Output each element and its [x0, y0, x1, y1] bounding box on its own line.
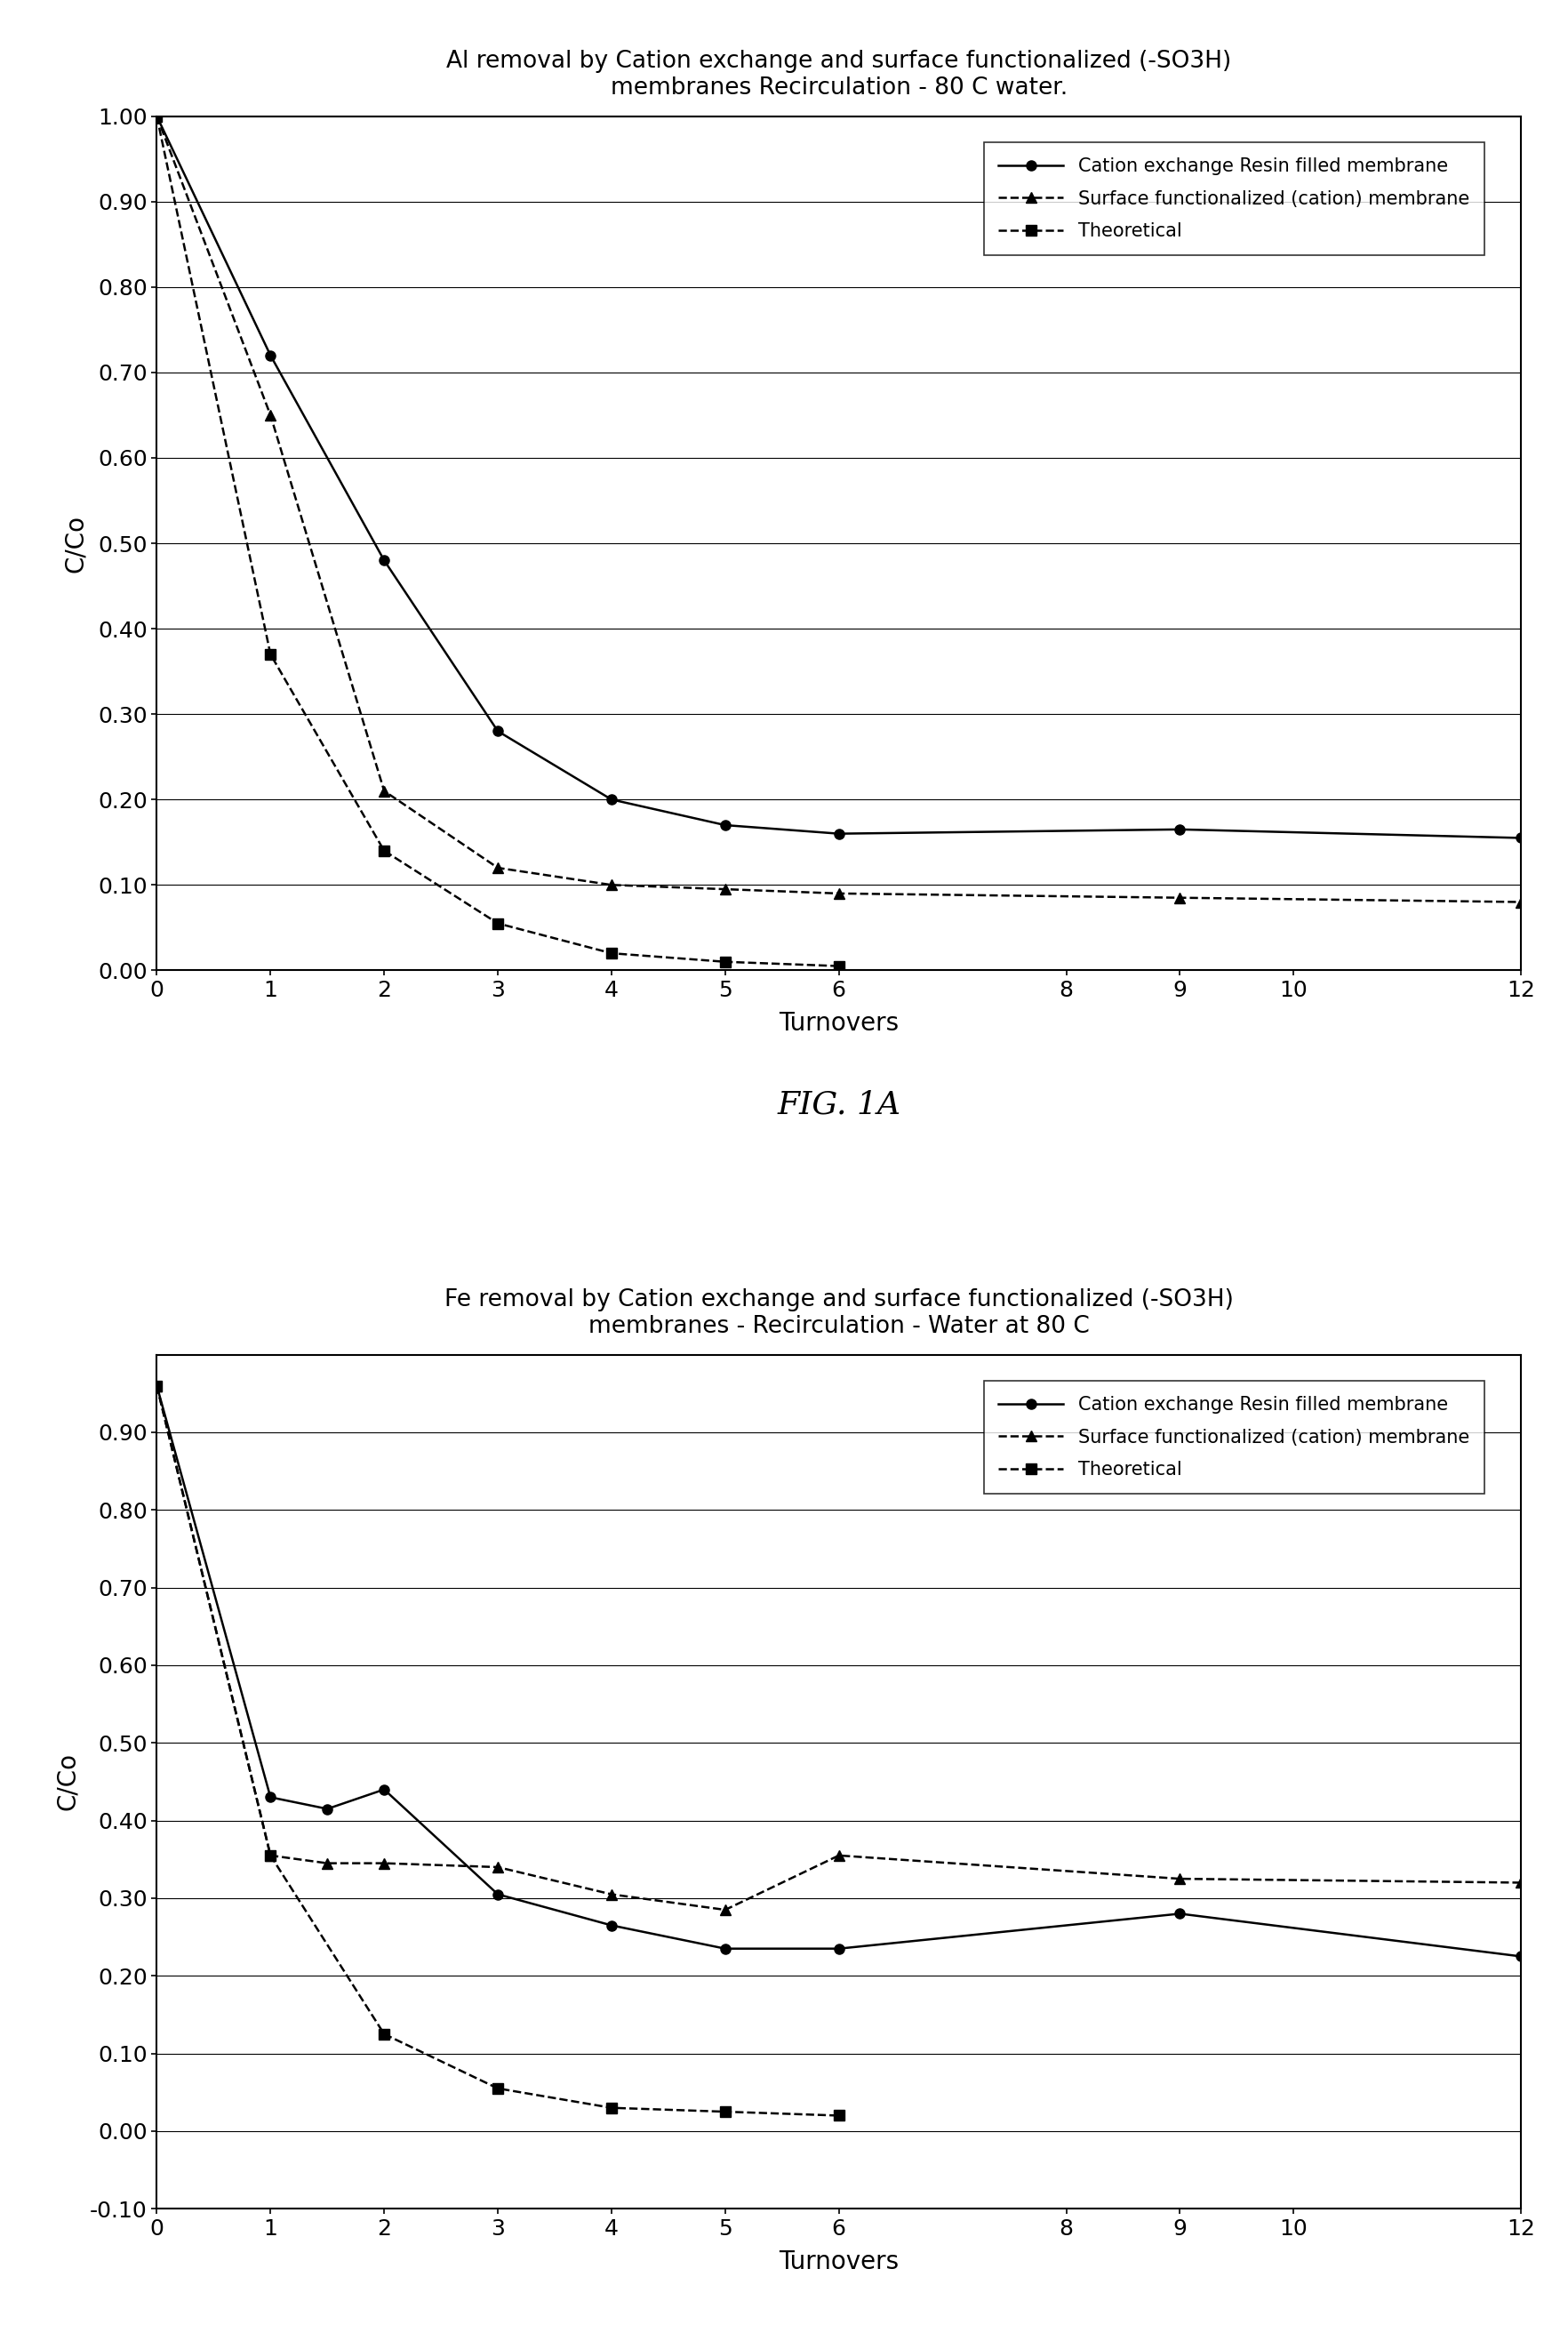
Surface functionalized (cation) membrane [715, 874, 734, 902]
Line: Theoretical: Theoretical [152, 112, 844, 972]
Cation exchange Resin filled membrane [1170, 816, 1189, 844]
Cation exchange Resin filled membrane [147, 102, 166, 130]
Surface functionalized (cation) membrane [715, 1895, 734, 1923]
Theoretical [488, 909, 506, 937]
Theoretical [715, 2097, 734, 2125]
Line: Surface functionalized (cation) membrane: Surface functionalized (cation) membrane [152, 112, 1526, 907]
Theoretical [715, 949, 734, 976]
Surface functionalized (cation) membrane [829, 1841, 848, 1869]
Cation exchange Resin filled membrane [602, 786, 621, 814]
Surface functionalized (cation) membrane [1512, 1869, 1530, 1897]
Cation exchange Resin filled membrane [147, 1372, 166, 1400]
Theoretical [375, 837, 394, 865]
Surface functionalized (cation) membrane [375, 1848, 394, 1876]
Legend: Cation exchange Resin filled membrane, Surface functionalized (cation) membrane,: Cation exchange Resin filled membrane, S… [983, 1381, 1485, 1493]
Cation exchange Resin filled membrane [1512, 1941, 1530, 1969]
Cation exchange Resin filled membrane [375, 1776, 394, 1804]
Title: Al removal by Cation exchange and surface functionalized (-SO3H)
membranes Recir: Al removal by Cation exchange and surfac… [447, 49, 1231, 100]
Surface functionalized (cation) membrane [1170, 1865, 1189, 1893]
Line: Theoretical: Theoretical [152, 1381, 844, 2120]
Theoretical [260, 1841, 279, 1869]
Surface functionalized (cation) membrane [488, 1853, 506, 1881]
Theoretical [488, 2074, 506, 2102]
Surface functionalized (cation) membrane [260, 1841, 279, 1869]
Cation exchange Resin filled membrane [829, 1934, 848, 1962]
Cation exchange Resin filled membrane [260, 342, 279, 370]
Theoretical [602, 939, 621, 967]
Cation exchange Resin filled membrane [715, 811, 734, 839]
Cation exchange Resin filled membrane [318, 1795, 337, 1823]
Cation exchange Resin filled membrane [488, 1881, 506, 1909]
Theoretical [260, 639, 279, 667]
Surface functionalized (cation) membrane [602, 1881, 621, 1909]
Cation exchange Resin filled membrane [602, 1911, 621, 1939]
Line: Cation exchange Resin filled membrane: Cation exchange Resin filled membrane [152, 1381, 1526, 1962]
Surface functionalized (cation) membrane [602, 872, 621, 900]
Y-axis label: C/Co: C/Co [55, 1753, 80, 1811]
Theoretical [602, 2095, 621, 2123]
Surface functionalized (cation) membrane [147, 1372, 166, 1400]
Line: Surface functionalized (cation) membrane: Surface functionalized (cation) membrane [152, 1381, 1526, 1916]
X-axis label: Turnovers: Turnovers [779, 1011, 898, 1035]
Theoretical [147, 1372, 166, 1400]
Cation exchange Resin filled membrane [1512, 823, 1530, 851]
Cation exchange Resin filled membrane [829, 821, 848, 849]
Line: Cation exchange Resin filled membrane: Cation exchange Resin filled membrane [152, 112, 1526, 844]
Y-axis label: C/Co: C/Co [63, 514, 88, 572]
Title: Fe removal by Cation exchange and surface functionalized (-SO3H)
membranes - Rec: Fe removal by Cation exchange and surfac… [444, 1288, 1234, 1337]
Theoretical [829, 2102, 848, 2130]
Surface functionalized (cation) membrane [260, 402, 279, 430]
Cation exchange Resin filled membrane [375, 546, 394, 574]
Surface functionalized (cation) membrane [1170, 884, 1189, 911]
Theoretical [375, 2020, 394, 2048]
Cation exchange Resin filled membrane [1170, 1900, 1189, 1927]
Surface functionalized (cation) membrane [147, 102, 166, 130]
Legend: Cation exchange Resin filled membrane, Surface functionalized (cation) membrane,: Cation exchange Resin filled membrane, S… [983, 142, 1485, 256]
Surface functionalized (cation) membrane [375, 777, 394, 804]
Theoretical [829, 953, 848, 981]
Surface functionalized (cation) membrane [488, 853, 506, 881]
Surface functionalized (cation) membrane [1512, 888, 1530, 916]
Surface functionalized (cation) membrane [318, 1848, 337, 1876]
Theoretical [147, 102, 166, 130]
Cation exchange Resin filled membrane [260, 1783, 279, 1811]
X-axis label: Turnovers: Turnovers [779, 2248, 898, 2274]
Text: FIG. 1A: FIG. 1A [778, 1090, 900, 1121]
Surface functionalized (cation) membrane [829, 879, 848, 907]
Cation exchange Resin filled membrane [488, 716, 506, 744]
Cation exchange Resin filled membrane [715, 1934, 734, 1962]
